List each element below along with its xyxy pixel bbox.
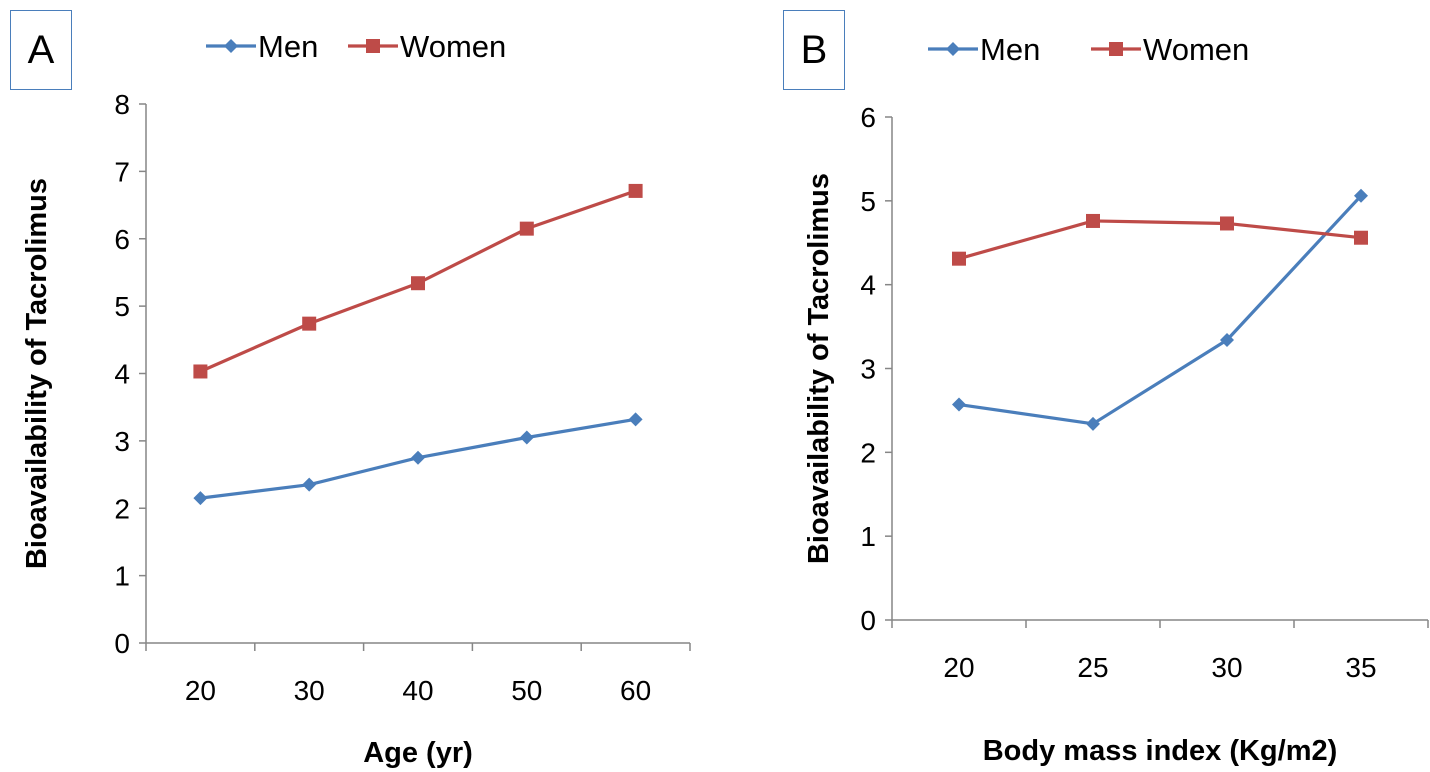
y-tick-label: 5 [114,291,130,322]
men-data-point [411,450,425,465]
y-axis-title: Bioavailability of Tacrolimus [803,173,835,564]
x-tick-label: 35 [1345,652,1376,683]
chart-b-svg: 0 1 2 3 4 5 6 20 25 30 35 Body mass index (Kg/m2) Bi… [803,32,1429,767]
x-tick-label: 30 [1211,652,1242,683]
x-tick-label: 25 [1077,652,1108,683]
y-tick-label: 4 [114,359,130,390]
women-data-point [519,221,534,236]
y-tick-label: 4 [860,270,876,301]
series-line-women [958,219,1362,261]
y-tick-label: 0 [860,605,876,636]
legend-label-men: Men [258,29,318,64]
y-tick-label: 1 [114,561,130,592]
y-tick-label: 6 [114,224,130,255]
women-data-point [1354,230,1368,245]
women-data-point [302,316,317,331]
women-data-point [1086,213,1100,228]
y-tick-label: 2 [114,493,130,524]
men-data-point [628,412,643,427]
y-tick-label: 8 [114,89,130,120]
x-axis-title: Age (yr) [363,737,473,769]
x-axis-title: Body mass index (Kg/m2) [983,735,1338,767]
chart-a-svg: 0 1 2 3 4 5 6 7 8 20 30 40 50 60 Age (yr) Bioavailabili… [21,29,691,769]
x-tick-label: 20 [185,675,216,706]
x-tick-label: 30 [294,675,325,706]
women-data-point [952,251,966,266]
y-tick-label: 7 [114,156,130,187]
legend-label-women: Women [1143,32,1249,67]
y-tick-label: 0 [114,628,130,659]
men-data-point [1354,188,1368,203]
legend-marker-men [946,42,960,56]
y-axis-title: Bioavailability of Tacrolimus [21,178,53,569]
legend-label-men: Men [980,32,1040,67]
chart-panel-b: B 0 1 2 3 4 5 6 20 25 30 35 Body mass index (Kg/m2)… [720,0,1430,772]
x-tick-label: 20 [943,652,974,683]
men-data-point [193,491,208,506]
women-data-point [628,183,643,198]
y-tick-label: 3 [114,426,130,457]
panel-label-a: A [10,10,72,90]
legend-marker-men [224,39,238,53]
men-data-point [519,430,534,445]
men-data-point [952,397,966,412]
legend-marker-women [366,39,380,53]
y-tick-label: 1 [860,521,876,552]
men-data-point [302,477,317,492]
legend-marker-women [1109,42,1123,56]
y-tick-label: 6 [860,102,876,133]
x-tick-label: 50 [511,675,542,706]
women-data-point [193,364,208,379]
men-data-point [1220,332,1234,347]
chart-panel-a: A 0 1 2 3 4 5 6 7 8 20 30 40 50 60 Age (yr) Bioavailabi… [0,0,700,772]
legend-label-women: Women [400,29,506,64]
x-tick-label: 60 [620,675,651,706]
panel-label-b: B [783,10,845,90]
y-tick-label: 3 [860,354,876,385]
y-tick-label: 2 [860,437,876,468]
x-tick-label: 40 [402,675,433,706]
women-data-point [1220,216,1234,231]
series-line-men [958,194,1363,426]
women-data-point [411,276,425,291]
y-tick-label: 5 [860,186,876,217]
men-data-point [1086,416,1100,431]
